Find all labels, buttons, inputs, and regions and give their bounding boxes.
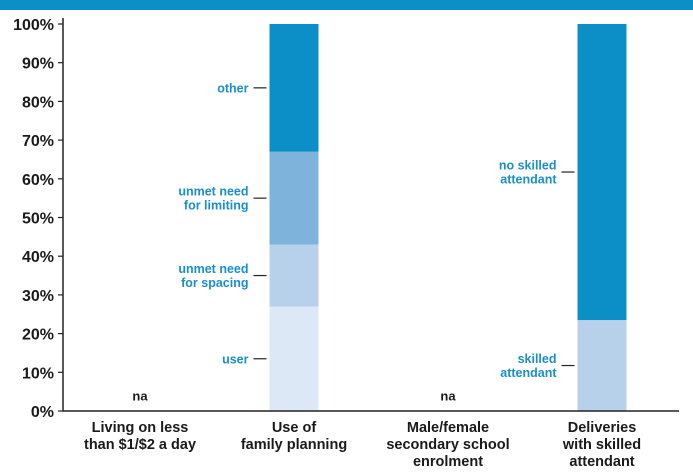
category-label: secondary school [386, 437, 509, 453]
header-band [0, 0, 693, 10]
segment-label: unmet need [178, 262, 248, 276]
category-label: Use of [272, 420, 316, 436]
segment-label: attendant [500, 366, 557, 380]
category-label: family planning [241, 437, 347, 453]
na-label: na [132, 389, 148, 404]
category-label: than $1/$2 a day [84, 437, 196, 453]
category-label: Male/female [407, 420, 489, 436]
y-tick-label: 90% [22, 56, 54, 73]
category-label: attendant [569, 454, 634, 470]
category-label: enrolment [413, 454, 483, 470]
na-label: na [440, 389, 456, 404]
segment-label: skilled [518, 352, 557, 366]
y-tick-label: 0% [31, 404, 54, 421]
bar-segment [269, 306, 319, 411]
y-tick-label: 30% [22, 288, 54, 305]
bar-segment [577, 320, 627, 411]
y-tick-label: 60% [22, 172, 54, 189]
y-tick-label: 50% [22, 211, 54, 228]
segment-label: for spacing [181, 276, 248, 290]
bar-segment [269, 244, 319, 307]
y-tick-label: 40% [22, 249, 54, 266]
y-tick-label: 70% [22, 133, 54, 150]
segment-label: other [217, 81, 248, 95]
bar-segment [269, 24, 319, 152]
category-label: with skilled [562, 437, 641, 453]
segment-label: attendant [500, 173, 557, 187]
segment-label: for limiting [184, 199, 249, 213]
category-label: Deliveries [568, 420, 637, 436]
y-tick-label: 100% [13, 17, 54, 34]
bar-segment [577, 24, 627, 321]
bar-segment [269, 151, 319, 245]
y-tick-label: 20% [22, 327, 54, 344]
segment-label: unmet need [178, 185, 248, 199]
segment-label: user [222, 352, 249, 366]
y-tick-label: 10% [22, 365, 54, 382]
y-tick-label: 80% [22, 94, 54, 111]
category-label: Living on less [92, 420, 189, 436]
segment-label: no skilled [499, 159, 557, 173]
